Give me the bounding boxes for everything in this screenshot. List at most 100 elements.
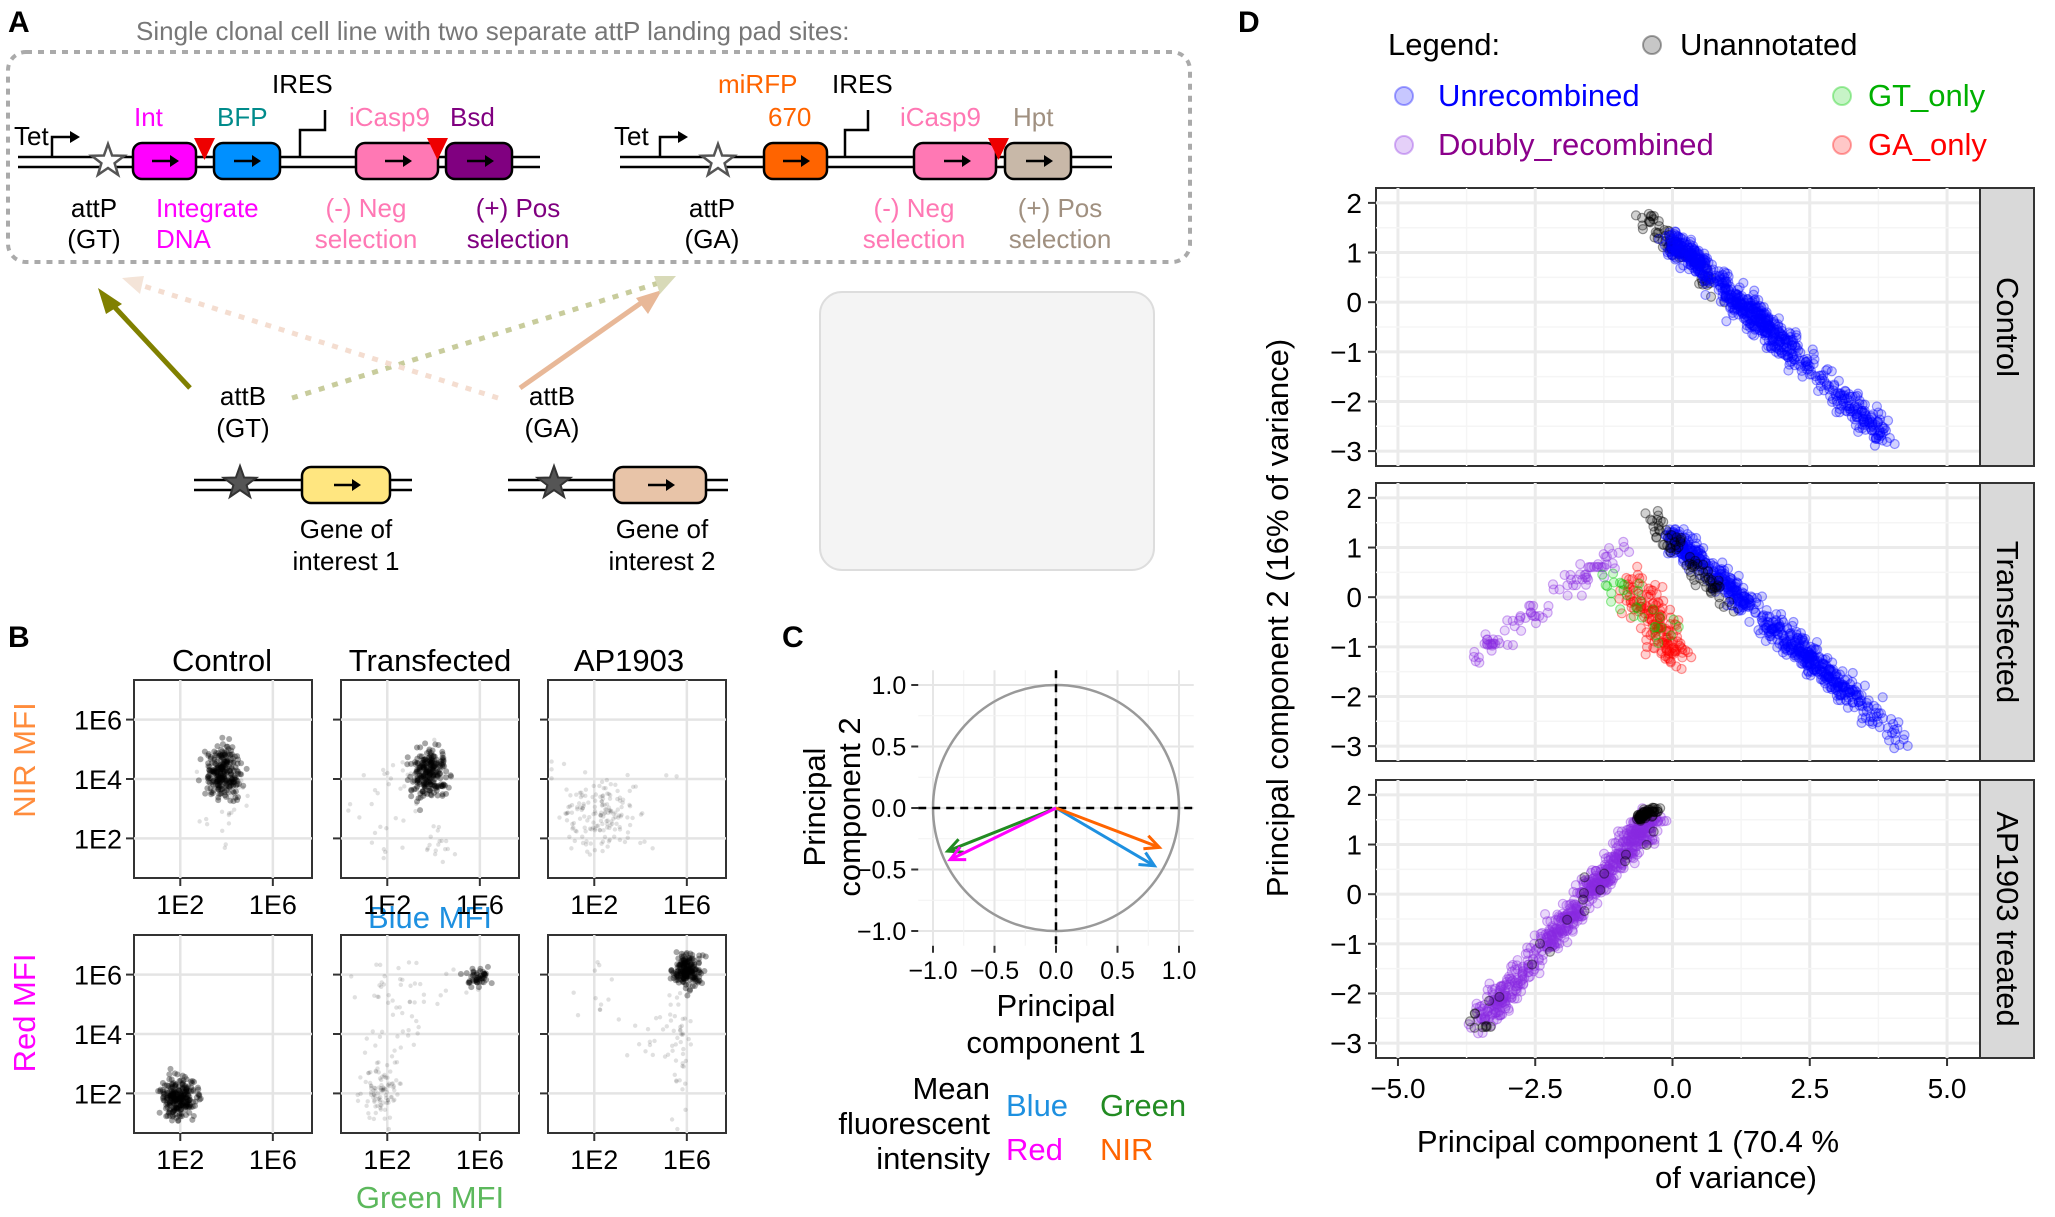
- event-point: [229, 744, 236, 751]
- point-unrecombined: [1884, 432, 1895, 444]
- event-point: [208, 791, 215, 798]
- event-point: [178, 1096, 185, 1103]
- event-point: [206, 770, 213, 777]
- point-doubly-recombined: [1471, 998, 1482, 1009]
- event-point: [612, 827, 618, 832]
- event-point: [418, 774, 425, 781]
- event-point: [170, 1090, 177, 1097]
- event-point: [699, 980, 706, 987]
- event-point: [423, 758, 430, 765]
- point-unrecombined: [1865, 422, 1876, 433]
- event-point: [217, 774, 224, 781]
- attp-star-icon: [88, 140, 128, 178]
- ires-label: IRES: [272, 69, 333, 99]
- event-point: [420, 763, 427, 770]
- event-point: [188, 1079, 195, 1086]
- event-point: [189, 1116, 196, 1123]
- event-point: [376, 1060, 381, 1065]
- event-point: [210, 787, 217, 794]
- event-point: [433, 784, 440, 791]
- event-point: [383, 1092, 389, 1098]
- event-point: [424, 847, 430, 853]
- event-point: [217, 790, 224, 797]
- event-point: [235, 768, 242, 775]
- recombination-arrows: [98, 276, 676, 401]
- event-point: [223, 776, 230, 783]
- event-point: [426, 775, 433, 782]
- event-point: [169, 1081, 176, 1088]
- event-point: [214, 758, 221, 765]
- event-point: [217, 765, 223, 770]
- event-point: [590, 794, 595, 800]
- attb-site-label: (GT): [216, 413, 269, 443]
- event-point: [615, 788, 620, 794]
- event-point: [212, 752, 219, 759]
- event-point: [583, 787, 589, 792]
- event-point: [179, 1092, 186, 1099]
- event-point: [384, 1089, 390, 1095]
- event-point: [579, 790, 584, 795]
- event-point: [217, 762, 224, 769]
- event-point: [427, 759, 434, 766]
- event-point: [219, 763, 226, 770]
- event-point: [479, 973, 486, 980]
- event-point: [222, 845, 228, 851]
- panel-a-header: Single clonal cell line with two separat…: [136, 16, 850, 46]
- event-point: [423, 768, 430, 775]
- event-point: [432, 737, 437, 743]
- attb-site-label: (GA): [525, 413, 580, 443]
- point-doubly-recombined: [1528, 600, 1539, 611]
- event-point: [428, 759, 435, 766]
- y-tick-label: 1E4: [74, 765, 122, 795]
- event-point: [473, 978, 480, 985]
- point-unannotated: [1579, 872, 1590, 883]
- event-point: [428, 769, 435, 776]
- event-point: [480, 968, 487, 975]
- event-point: [211, 769, 218, 776]
- pca-loading-plot: 1.00.50.0−0.5−1.0−1.0 −0.5 0.0 0.5 1.0: [857, 670, 1196, 985]
- event-point: [443, 768, 450, 775]
- y-tick-label: 2: [1346, 780, 1362, 811]
- event-point: [166, 1101, 173, 1108]
- event-point: [430, 763, 437, 770]
- event-point: [216, 774, 223, 781]
- event-point: [209, 768, 216, 775]
- point-gt-only: [1600, 580, 1611, 591]
- event-point: [373, 1088, 378, 1094]
- event-point: [222, 753, 229, 760]
- event-point: [171, 1097, 178, 1104]
- event-point: [168, 1095, 175, 1102]
- event-point: [379, 1029, 385, 1035]
- event-point: [625, 815, 630, 820]
- event-point: [177, 1097, 184, 1104]
- event-point: [176, 1093, 183, 1100]
- event-point: [169, 1093, 176, 1100]
- point-unannotated: [1578, 887, 1590, 899]
- point-unannotated: [1714, 592, 1725, 603]
- event-point: [476, 973, 483, 980]
- red-triangle-icon: [427, 138, 448, 160]
- point-unrecombined: [1782, 334, 1793, 345]
- event-point: [224, 757, 231, 764]
- event-point: [229, 754, 234, 759]
- event-point: [473, 979, 480, 986]
- event-point: [361, 772, 366, 778]
- point-unrecombined: [1863, 695, 1874, 706]
- y-tick-label: 0: [1346, 287, 1362, 318]
- point-unrecombined: [1732, 289, 1743, 300]
- event-point: [238, 771, 245, 778]
- event-point: [434, 784, 441, 791]
- event-point: [184, 1088, 191, 1095]
- event-point: [165, 1082, 172, 1089]
- event-point: [616, 1017, 621, 1022]
- event-point: [602, 810, 608, 815]
- event-point: [598, 812, 604, 818]
- event-point: [371, 1088, 376, 1093]
- event-point: [414, 777, 421, 784]
- event-point: [368, 1092, 374, 1098]
- event-point: [440, 754, 447, 761]
- loading-vector-red: [949, 806, 1057, 862]
- event-point: [372, 830, 378, 836]
- event-point: [180, 1079, 187, 1086]
- point-doubly-recombined: [1568, 886, 1579, 898]
